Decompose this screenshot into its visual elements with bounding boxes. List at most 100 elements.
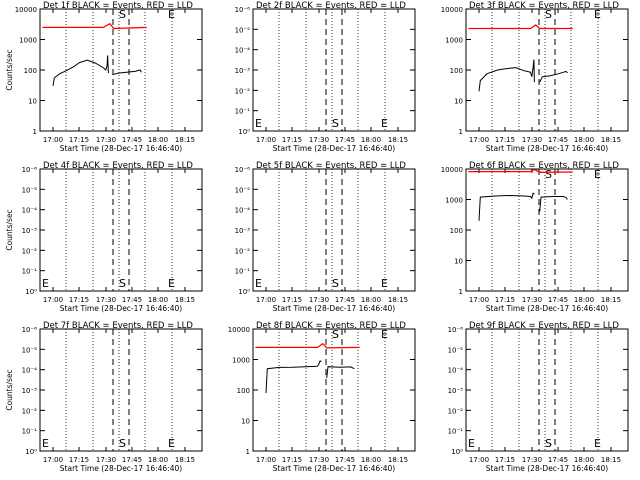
x-tick-label: 17:30 (96, 456, 116, 464)
x-tick-label: 17:15 (495, 136, 515, 144)
y-tick-label: 1 (459, 128, 463, 136)
y-tick-label: 10⁻⁶ (22, 326, 38, 334)
series-events-line (326, 366, 355, 378)
x-tick-label: 17:45 (122, 456, 142, 464)
y-tick-label: 100 (450, 67, 463, 75)
detector-panel-6: Det 6f BLACK = Events, RED = LLD 10000 100… (441, 161, 629, 313)
x-tick-label: 17:15 (495, 456, 515, 464)
x-tick-label: 17:15 (495, 296, 515, 304)
x-axis-label: Start Time (28-Dec-17 16:46:40) (273, 144, 395, 153)
y-tick-label: 10⁻⁵ (235, 26, 251, 34)
x-tick-label: 17:30 (522, 296, 542, 304)
y-tick-label: 1000 (445, 37, 463, 45)
y-tick-label: 10⁻² (22, 247, 38, 255)
y-tick-label: 10⁻⁴ (235, 47, 251, 55)
y-tick-label: 10⁰ (25, 448, 37, 456)
x-tick-label: 17:45 (548, 136, 568, 144)
y-tick-label: 10⁻³ (22, 227, 38, 235)
panel-title: Det 1f BLACK = Events, RED = LLD (43, 1, 193, 11)
panel-title: Det 5f BLACK = Events, RED = LLD (256, 161, 406, 171)
series-events-line (539, 196, 568, 212)
y-tick-label: 10⁻⁶ (235, 166, 251, 174)
y-tick-label: 1000 (445, 197, 463, 205)
x-tick-label: 18:00 (574, 456, 594, 464)
y-tick-label: 10⁻⁵ (235, 186, 251, 194)
y-axis-label: Counts/sec (5, 49, 14, 90)
x-axis-label: Start Time (28-Dec-17 16:46:40) (486, 144, 608, 153)
y-tick-label: 10 (454, 258, 463, 266)
y-tick-label: 10⁻² (235, 87, 251, 95)
x-tick-label: 18:15 (175, 296, 195, 304)
y-axis-label: Counts/sec (5, 209, 14, 250)
marker-e: E (255, 277, 262, 290)
x-tick-label: 18:15 (601, 296, 621, 304)
y-tick-label: 10000 (228, 326, 250, 334)
y-tick-label: 100 (24, 67, 37, 75)
series-lld-line (255, 342, 360, 349)
panel-title: Det 3f BLACK = Events, RED = LLD (469, 1, 619, 11)
series-events-line (478, 59, 535, 92)
series-lld-line (468, 169, 573, 173)
panel-title: Det 4f BLACK = Events, RED = LLD (43, 161, 193, 171)
x-axis-label: Start Time (28-Dec-17 16:46:40) (60, 144, 182, 153)
series-events-line (112, 69, 142, 76)
x-tick-label: 17:15 (282, 296, 302, 304)
plot-frame (252, 8, 416, 132)
plot-frame (465, 328, 629, 452)
marker-e: E (381, 277, 388, 290)
plot-frame (39, 328, 203, 452)
x-tick-label: 18:00 (361, 296, 381, 304)
marker-e: E (168, 8, 175, 21)
y-tick-label: 10⁻⁴ (235, 207, 251, 215)
x-tick-label: 18:00 (148, 296, 168, 304)
y-tick-label: 10000 (15, 6, 37, 14)
series-events-line (52, 55, 109, 86)
y-tick-label: 10⁻¹ (235, 268, 251, 276)
marker-e: E (168, 277, 175, 290)
detector-panel-5: Det 5f BLACK = Events, RED = LLD 10⁻⁶ 10⁻⁵… (235, 161, 416, 313)
plot-frame (252, 168, 416, 292)
series-events-line (265, 360, 322, 394)
marker-e: E (594, 168, 601, 181)
y-tick-label: 10⁻⁴ (22, 207, 38, 215)
y-tick-label: 10⁻² (448, 407, 464, 415)
x-tick-label: 17:15 (69, 456, 89, 464)
y-tick-label: 10 (241, 418, 250, 426)
marker-s: S (119, 277, 126, 290)
y-tick-label: 100 (237, 387, 250, 395)
x-tick-label: 17:00 (43, 456, 63, 464)
x-tick-label: 18:00 (574, 296, 594, 304)
y-tick-label: 10⁻³ (235, 227, 251, 235)
x-tick-label: 17:30 (309, 456, 329, 464)
y-tick-label: 1000 (232, 357, 250, 365)
y-tick-label: 10⁻¹ (448, 428, 464, 436)
x-axis-label: Start Time (28-Dec-17 16:46:40) (273, 464, 395, 473)
x-tick-label: 18:15 (388, 456, 408, 464)
x-axis-label: Start Time (28-Dec-17 16:46:40) (273, 304, 395, 313)
marker-s: S (119, 8, 126, 21)
x-tick-label: 18:00 (361, 456, 381, 464)
y-tick-label: 10⁻¹ (235, 108, 251, 116)
marker-s: S (332, 117, 339, 130)
x-tick-label: 17:30 (522, 456, 542, 464)
y-tick-label: 10⁻⁶ (235, 6, 251, 14)
detector-panel-8: Det 8f BLACK = Events, RED = LLD 10000 100… (228, 321, 416, 473)
panel-title: Det 9f BLACK = Events, RED = LLD (469, 321, 619, 331)
y-tick-label: 10⁻¹ (22, 428, 38, 436)
y-tick-label: 10⁻³ (235, 67, 251, 75)
marker-s: S (332, 277, 339, 290)
panel-title: Det 2f BLACK = Events, RED = LLD (256, 1, 406, 11)
y-tick-label: 10000 (441, 6, 463, 14)
x-tick-label: 17:00 (43, 136, 63, 144)
marker-e: E (468, 437, 475, 450)
marker-e: E (381, 328, 388, 341)
series-events-line (478, 192, 535, 221)
detector-panel-4: Det 4f BLACK = Events, RED = LLD 10⁻⁶ 10⁻⁵… (5, 161, 203, 313)
x-tick-label: 17:45 (335, 456, 355, 464)
y-tick-label: 10⁻⁵ (22, 186, 38, 194)
y-tick-label: 10⁻⁶ (448, 326, 464, 334)
x-tick-label: 18:15 (175, 136, 195, 144)
x-tick-label: 18:15 (601, 136, 621, 144)
y-tick-label: 1000 (19, 37, 37, 45)
